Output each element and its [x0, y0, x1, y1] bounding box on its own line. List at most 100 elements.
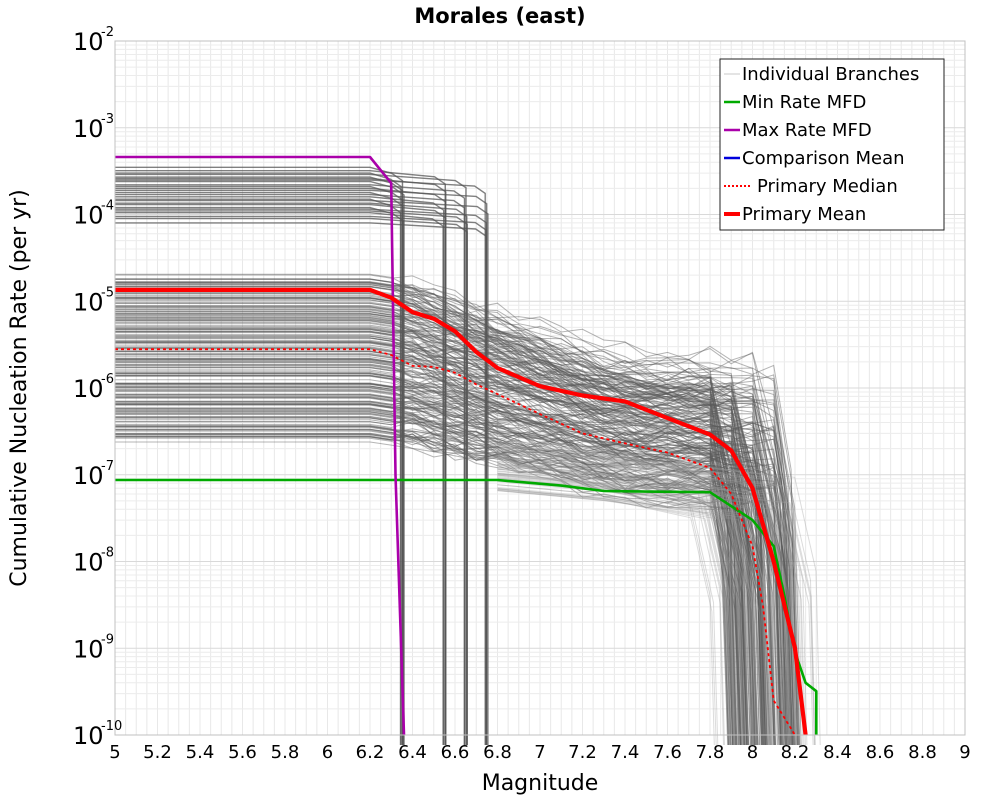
branch-line — [115, 274, 789, 746]
branch-line — [115, 413, 744, 746]
branch-line — [115, 281, 738, 746]
branch-line — [497, 464, 804, 746]
branch-line — [115, 428, 759, 746]
branch-line — [115, 403, 788, 746]
branch-line — [115, 322, 763, 746]
branch-line — [497, 445, 802, 746]
branch-line — [497, 473, 816, 746]
branch-line — [497, 456, 808, 746]
branch-line — [497, 447, 728, 746]
branch-line — [115, 429, 791, 746]
branch-line — [115, 302, 763, 746]
branch-line — [497, 459, 754, 746]
branch-line — [115, 385, 764, 746]
branch-line — [115, 222, 487, 745]
branch-line — [115, 286, 739, 746]
branch-line — [115, 417, 741, 746]
branch-line — [115, 297, 755, 746]
branch-line — [497, 468, 793, 746]
branch-line — [115, 393, 794, 746]
branch-line — [115, 337, 781, 746]
branch-line — [115, 433, 734, 746]
branch-line — [115, 414, 798, 746]
branch-line — [497, 447, 821, 746]
branch-line — [115, 317, 755, 746]
y-tick-base: 10 — [73, 202, 104, 230]
branch-line — [115, 285, 758, 746]
branch-line — [115, 370, 799, 746]
branch-line — [115, 360, 748, 746]
branch-line — [115, 340, 788, 746]
branch-line — [115, 387, 780, 746]
y-tick-base: 10 — [73, 462, 104, 490]
branch-line — [115, 291, 738, 746]
branch-line — [115, 441, 749, 746]
x-tick-label: 8.4 — [823, 742, 852, 763]
branch-line — [115, 426, 743, 746]
series-line-primary-median — [115, 348, 796, 736]
legend-label: Individual Branches — [742, 64, 919, 85]
branch-line — [497, 470, 755, 746]
branch-line — [115, 315, 753, 746]
branch-line — [115, 281, 746, 746]
branch-line — [497, 472, 715, 746]
branch-line — [497, 449, 805, 746]
branch-line — [115, 412, 762, 746]
x-tick-label: 7.4 — [611, 742, 640, 763]
x-tick-label: 6 — [322, 742, 333, 763]
branch-line — [115, 419, 752, 746]
x-tick-label: 8.6 — [866, 742, 895, 763]
branch-line — [115, 352, 746, 746]
x-tick-label: 7.6 — [653, 742, 682, 763]
branch-line — [115, 203, 447, 745]
branch-line — [115, 375, 731, 746]
branch-line — [497, 476, 806, 746]
branch-line — [115, 330, 743, 746]
branch-line — [115, 337, 748, 746]
branch-line — [115, 394, 732, 746]
branch-line — [115, 326, 793, 746]
branch-line — [115, 433, 771, 746]
branch-line — [497, 487, 762, 746]
legend-entry: Individual Branches — [724, 64, 919, 85]
y-tick-base: 10 — [73, 722, 104, 750]
branch-line — [115, 324, 731, 746]
branch-line — [497, 463, 743, 746]
branch-line — [497, 468, 749, 746]
individual-branches-layer — [115, 166, 821, 746]
x-tick-label: 6.4 — [398, 742, 427, 763]
branch-line — [115, 406, 745, 746]
series-line-min-rate-mfd — [115, 478, 818, 735]
branch-line — [115, 401, 792, 746]
branch-line — [115, 373, 798, 746]
y-tick-label: 10-7 — [73, 459, 114, 490]
branch-line — [115, 411, 729, 746]
branch-line — [497, 467, 767, 746]
branch-line — [115, 383, 790, 746]
x-tick-label: 7 — [534, 742, 545, 763]
branch-line — [115, 383, 749, 746]
branch-line — [115, 342, 786, 746]
branch-line — [115, 430, 765, 746]
x-tick-label: 5.2 — [143, 742, 172, 763]
branch-line — [115, 366, 737, 746]
chart-title: Morales (east) — [414, 4, 585, 28]
branch-line — [115, 284, 762, 746]
branch-line — [115, 313, 737, 746]
branch-line — [115, 310, 736, 746]
branch-line — [497, 473, 815, 746]
branch-line — [115, 389, 775, 746]
branch-line — [115, 361, 748, 746]
branch-line — [115, 312, 793, 746]
branch-line — [115, 331, 773, 746]
branch-line — [497, 490, 765, 746]
y-tick-label: 10-5 — [73, 285, 114, 316]
branch-line — [115, 436, 736, 746]
branch-line — [497, 444, 786, 746]
branch-line — [115, 318, 791, 746]
branch-line — [115, 358, 786, 746]
branch-line — [115, 404, 776, 746]
branch-line — [115, 351, 731, 746]
branch-line — [115, 351, 799, 746]
branch-line — [115, 339, 801, 746]
